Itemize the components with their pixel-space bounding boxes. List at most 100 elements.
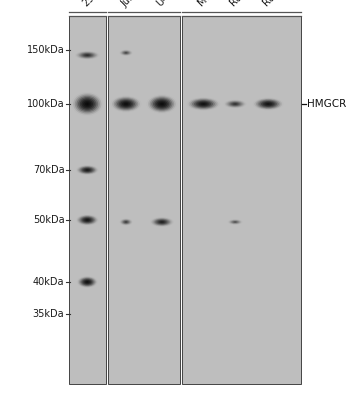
Ellipse shape	[81, 53, 93, 57]
Bar	[182, 16, 301, 384]
Ellipse shape	[124, 221, 128, 223]
Ellipse shape	[160, 221, 164, 223]
Ellipse shape	[86, 54, 89, 56]
Text: U-87MG: U-87MG	[155, 0, 189, 9]
Ellipse shape	[192, 99, 215, 109]
Ellipse shape	[82, 217, 93, 223]
Ellipse shape	[227, 101, 243, 107]
Ellipse shape	[77, 166, 98, 174]
Ellipse shape	[196, 101, 211, 107]
Ellipse shape	[233, 103, 237, 105]
Ellipse shape	[159, 102, 164, 106]
Ellipse shape	[159, 221, 165, 223]
Ellipse shape	[82, 168, 93, 172]
Ellipse shape	[84, 218, 90, 222]
Text: Rat brain: Rat brain	[261, 0, 300, 9]
Ellipse shape	[151, 218, 172, 226]
Ellipse shape	[114, 97, 138, 111]
Ellipse shape	[77, 215, 98, 225]
Ellipse shape	[83, 218, 92, 222]
Ellipse shape	[82, 100, 93, 108]
Ellipse shape	[156, 220, 168, 224]
Ellipse shape	[158, 102, 166, 106]
Ellipse shape	[121, 51, 131, 55]
Ellipse shape	[86, 169, 89, 171]
Ellipse shape	[154, 218, 170, 226]
Ellipse shape	[80, 166, 95, 174]
Ellipse shape	[78, 277, 97, 287]
Ellipse shape	[150, 96, 174, 112]
Ellipse shape	[197, 102, 209, 106]
Ellipse shape	[148, 96, 176, 112]
Ellipse shape	[123, 51, 129, 54]
Ellipse shape	[121, 220, 131, 224]
Ellipse shape	[121, 50, 131, 55]
Ellipse shape	[225, 100, 245, 108]
Ellipse shape	[81, 167, 94, 173]
Ellipse shape	[232, 103, 238, 105]
Ellipse shape	[264, 102, 272, 106]
Text: 50kDa: 50kDa	[33, 215, 64, 225]
Ellipse shape	[117, 99, 135, 109]
Ellipse shape	[231, 220, 239, 224]
Text: 40kDa: 40kDa	[33, 277, 64, 287]
Ellipse shape	[122, 51, 130, 55]
Bar	[108, 16, 180, 384]
Ellipse shape	[123, 220, 129, 224]
Text: 100kDa: 100kDa	[27, 99, 64, 109]
Ellipse shape	[190, 99, 216, 109]
Ellipse shape	[155, 219, 169, 225]
Ellipse shape	[256, 99, 281, 109]
Ellipse shape	[86, 219, 89, 221]
Ellipse shape	[230, 220, 240, 224]
Text: 293T: 293T	[80, 0, 105, 9]
Ellipse shape	[79, 52, 96, 58]
Ellipse shape	[80, 278, 94, 286]
Ellipse shape	[76, 96, 98, 112]
Ellipse shape	[230, 102, 240, 106]
Ellipse shape	[151, 98, 172, 110]
Ellipse shape	[124, 52, 128, 54]
Ellipse shape	[254, 98, 282, 110]
Ellipse shape	[155, 100, 169, 108]
Ellipse shape	[86, 281, 89, 283]
Ellipse shape	[75, 94, 100, 114]
Ellipse shape	[76, 51, 98, 59]
Ellipse shape	[120, 219, 132, 225]
Ellipse shape	[124, 103, 128, 105]
Ellipse shape	[201, 103, 206, 105]
Ellipse shape	[124, 52, 128, 54]
Bar	[69, 16, 106, 384]
Ellipse shape	[258, 100, 279, 108]
Ellipse shape	[232, 221, 238, 223]
Ellipse shape	[85, 102, 90, 106]
Ellipse shape	[80, 216, 95, 224]
Ellipse shape	[84, 54, 90, 56]
Ellipse shape	[84, 169, 90, 171]
Ellipse shape	[77, 52, 97, 59]
Ellipse shape	[261, 101, 276, 107]
Ellipse shape	[119, 100, 133, 108]
Ellipse shape	[228, 102, 242, 106]
Ellipse shape	[83, 168, 92, 172]
Ellipse shape	[125, 52, 127, 53]
Ellipse shape	[153, 98, 171, 110]
Ellipse shape	[87, 55, 88, 56]
Ellipse shape	[81, 217, 94, 223]
Ellipse shape	[120, 101, 132, 107]
Text: HMGCR: HMGCR	[307, 99, 346, 109]
Ellipse shape	[226, 100, 244, 108]
Ellipse shape	[73, 93, 101, 115]
Ellipse shape	[80, 98, 95, 110]
Ellipse shape	[156, 100, 168, 108]
Text: 70kDa: 70kDa	[33, 165, 64, 175]
Ellipse shape	[78, 216, 96, 224]
Ellipse shape	[199, 102, 208, 106]
Ellipse shape	[79, 277, 96, 287]
Ellipse shape	[233, 221, 237, 223]
Ellipse shape	[158, 220, 166, 224]
Ellipse shape	[81, 278, 93, 286]
Ellipse shape	[229, 220, 241, 224]
Ellipse shape	[78, 166, 96, 174]
Ellipse shape	[194, 100, 213, 108]
